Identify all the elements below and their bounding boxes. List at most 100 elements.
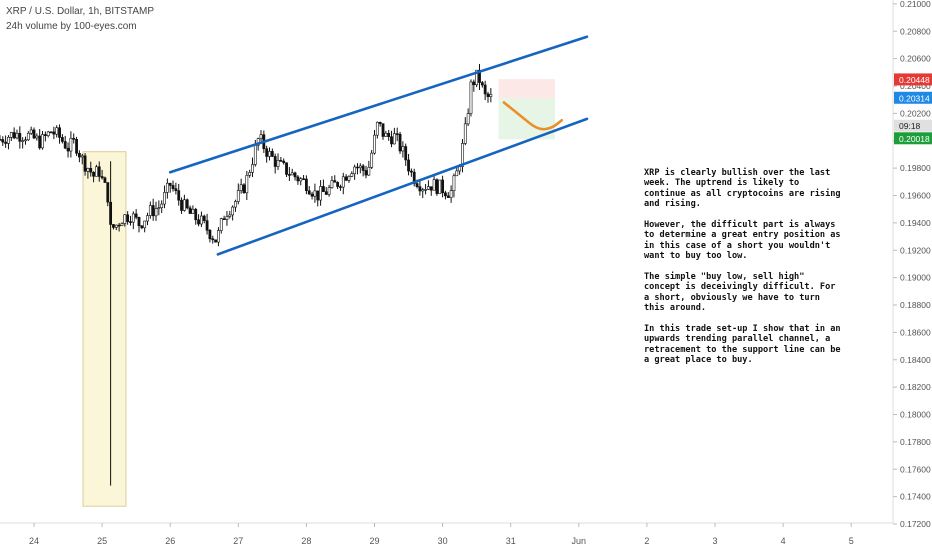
candle-body-167: [472, 81, 476, 86]
candle-body-151: [427, 186, 430, 190]
x-tick-label-11: 4: [781, 536, 786, 546]
price-tag-label-1: 0.20314: [899, 93, 930, 103]
candle-body-29: [80, 155, 84, 158]
candle-body-127: [358, 165, 362, 168]
candle-body-109: [307, 190, 311, 195]
candle-body-119: [336, 181, 340, 187]
candle-body-64: [180, 199, 183, 211]
highlight-box: [82, 151, 127, 507]
candle-body-2: [4, 141, 8, 144]
note-paragraph-3: The simple "buy low, sell high" concept …: [644, 272, 836, 314]
x-tick-label-2: 26: [165, 536, 175, 546]
candle-body-43: [120, 223, 124, 226]
candles-layer: [0, 63, 493, 486]
candle-body-34: [95, 166, 98, 177]
candle-body-18: [49, 131, 53, 134]
candle-body-28: [78, 152, 81, 158]
candle-body-53: [148, 205, 152, 216]
candle-body-161: [455, 170, 459, 177]
y-tick-label-0: 0.17200: [900, 519, 931, 529]
candle-body-68: [191, 208, 195, 214]
x-tick-label-1: 25: [97, 536, 107, 546]
candle-body-11: [29, 129, 33, 134]
candle-body-14: [38, 135, 42, 149]
candle-body-7: [18, 133, 22, 142]
y-tick-label-3: 0.17800: [900, 437, 931, 447]
candle-body-75: [211, 238, 215, 241]
candle-body-49: [137, 216, 141, 227]
candle-body-124: [350, 173, 354, 177]
candle-body-67: [188, 207, 192, 214]
candle-body-4: [9, 132, 13, 138]
candle-body-172: [486, 93, 490, 97]
candle-body-89: [251, 164, 254, 173]
candle-body-83: [234, 201, 237, 208]
candle-body-59: [165, 182, 169, 193]
y-tick-label-13: 0.19800: [900, 163, 931, 173]
candle-body-88: [248, 172, 252, 176]
candle-body-155: [438, 179, 442, 194]
x-tick-label-4: 28: [301, 536, 311, 546]
candle-body-45: [126, 214, 130, 222]
candle-body-77: [217, 230, 220, 243]
candle-body-96: [270, 151, 274, 157]
candle-body-13: [35, 135, 39, 139]
candle-body-126: [356, 166, 359, 169]
price-tag-0: [894, 73, 932, 86]
candle-body-21: [58, 127, 61, 138]
candle-body-32: [89, 167, 93, 173]
candle-body-24: [66, 147, 70, 152]
candle-body-99: [279, 160, 283, 162]
candle-body-56: [157, 207, 161, 209]
candle-body-61: [171, 185, 175, 189]
candle-body-160: [452, 175, 456, 192]
channel-layer: [168, 35, 589, 256]
analysis-note: XRP is clearly bullish over the last wee…: [644, 168, 844, 376]
x-tick-label-10: 3: [712, 536, 717, 546]
candle-body-17: [46, 131, 50, 137]
y-tick-label-1: 0.17400: [900, 492, 931, 502]
candle-body-164: [463, 123, 467, 144]
y-tick-label-9: 0.19000: [900, 273, 931, 283]
candle-body-37: [103, 177, 107, 183]
candle-body-163: [461, 143, 464, 167]
candle-body-133: [375, 121, 379, 136]
candle-body-149: [421, 189, 425, 192]
candle-body-100: [282, 160, 286, 164]
candle-body-157: [444, 192, 447, 197]
candle-body-106: [299, 178, 303, 182]
candle-body-173: [489, 94, 493, 97]
candle-body-40: [112, 224, 115, 228]
candle-body-12: [32, 129, 36, 139]
candle-body-141: [398, 133, 402, 152]
y-tick-label-6: 0.18400: [900, 355, 931, 365]
candle-body-23: [63, 141, 67, 149]
candle-body-159: [449, 190, 453, 198]
candle-body-71: [200, 215, 203, 225]
candle-body-9: [24, 139, 27, 142]
candle-body-0: [0, 139, 2, 141]
x-tick-label-12: 5: [849, 536, 854, 546]
candle-body-15: [41, 134, 44, 149]
y-tick-label-18: 0.20800: [900, 26, 931, 36]
candle-body-165: [466, 113, 470, 125]
candle-body-137: [387, 132, 391, 137]
candle-body-74: [208, 229, 212, 240]
candle-body-103: [290, 172, 294, 176]
price-tag-1: [894, 91, 932, 104]
y-tick-label-19: 0.21000: [900, 0, 931, 9]
candle-body-115: [324, 191, 328, 195]
candle-body-62: [174, 188, 178, 191]
price-tag-2: [894, 119, 932, 132]
candle-body-97: [273, 156, 277, 167]
candle-body-19: [52, 131, 56, 135]
x-tick-label-9: 2: [644, 536, 649, 546]
candle-body-171: [483, 84, 487, 95]
candle-body-101: [285, 162, 288, 175]
candle-body-143: [404, 146, 408, 161]
note-paragraph-4: In this trade set-up I show that in an u…: [644, 324, 841, 366]
candle-body-60: [168, 182, 172, 186]
candle-body-142: [401, 146, 405, 152]
candle-body-98: [276, 160, 280, 167]
